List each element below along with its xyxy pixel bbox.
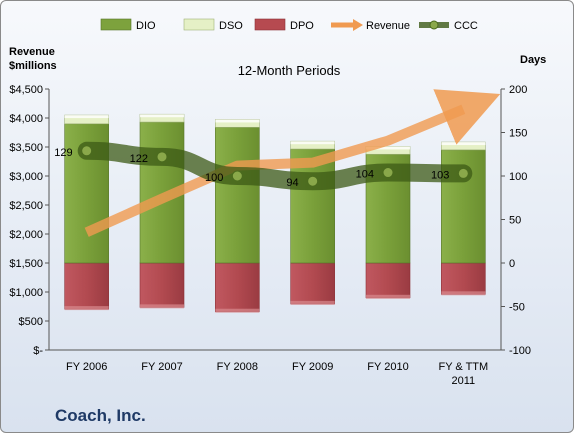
dpo-bar: [64, 262, 109, 310]
left-tick-label: $2,500: [9, 200, 43, 212]
right-tick-label: 100: [509, 171, 527, 183]
right-tick-label: 0: [509, 258, 515, 270]
ccc-point: [382, 167, 394, 179]
ccc-point: [307, 175, 319, 187]
x-tick-label: FY 2007: [141, 361, 182, 373]
ccc-data-label: 94: [286, 177, 298, 189]
dso-bar-top: [140, 114, 184, 118]
dso-bar-top: [215, 119, 260, 123]
ccc-data-label: 103: [431, 169, 449, 181]
ccc-data-label: 100: [205, 172, 223, 184]
dpo-bar: [290, 262, 335, 305]
right-tick-label: 200: [509, 84, 527, 96]
legend-swatch-ccc-dot: [429, 20, 439, 30]
dpo-bar: [215, 262, 260, 313]
left-tick-label: $1,000: [9, 287, 43, 299]
legend-swatch-dpo: [254, 18, 286, 31]
dpo-bar-edge: [290, 300, 335, 305]
right-tick-label: -50: [509, 302, 525, 314]
dio-bar: [215, 126, 260, 264]
left-tick-label: $3,500: [9, 142, 43, 154]
x-tick-label: FY 2010: [367, 361, 408, 373]
left-axis-title: $millions: [9, 60, 57, 72]
ccc-data-label: 104: [356, 169, 374, 181]
legend-swatch-dso: [183, 18, 215, 31]
x-tick-label: FY 2006: [66, 361, 107, 373]
legend-label-revenue: Revenue: [366, 20, 410, 32]
dpo-bar-edge: [215, 308, 260, 313]
dso-bar-top: [290, 141, 335, 145]
dpo-bar: [365, 262, 411, 299]
dpo-bar: [441, 262, 486, 295]
plot-area: $- $500 $1,000 $1,500 $2,000 $2,500 $3,000 $3,5…: [9, 18, 546, 387]
dso-bar-top: [64, 115, 109, 119]
dso-bar-top: [441, 142, 486, 146]
dpo-bar: [139, 262, 185, 308]
revenue-line: [84, 89, 501, 237]
legend-swatch-revenue-head: [353, 19, 363, 31]
x-tick-label: FY & TTM: [438, 361, 488, 373]
left-tick-label: $-: [33, 345, 43, 357]
dpo-bar-edge: [140, 304, 184, 309]
right-tick-label: 50: [509, 215, 521, 227]
chart-title: 12-Month Periods: [238, 63, 341, 78]
left-tick-label: $2,000: [9, 229, 43, 241]
left-tick-label: $500: [19, 316, 43, 328]
left-tick-label: $4,500: [9, 84, 43, 96]
left-tick-label: $4,000: [9, 113, 43, 125]
ccc-data-label: 129: [54, 147, 72, 159]
ccc-data-label: 122: [130, 153, 148, 165]
ccc-point: [457, 167, 469, 179]
legend-swatch-dio: [100, 18, 132, 31]
dpo-bar-edge: [64, 306, 109, 311]
legend-label-dio: DIO: [136, 20, 156, 32]
dpo-bar-edge: [366, 294, 410, 299]
left-tick-label: $1,500: [9, 258, 43, 270]
dso-bar-top: [366, 146, 410, 150]
right-tick-label: -100: [509, 345, 531, 357]
left-tick-label: $3,000: [9, 171, 43, 183]
x-tick-label: FY 2008: [217, 361, 258, 373]
right-axis-title: Days: [520, 54, 546, 66]
ccc-point: [231, 170, 243, 182]
right-tick-label: 150: [509, 128, 527, 140]
company-name: Coach, Inc.: [55, 406, 146, 425]
legend-label-dpo: DPO: [290, 20, 314, 32]
dpo-bar-edge: [441, 291, 486, 296]
ccc-point: [156, 151, 168, 163]
left-axis-title: Revenue: [9, 46, 55, 58]
x-tick-label: FY 2009: [292, 361, 333, 373]
legend-label-dso: DSO: [219, 20, 243, 32]
x-tick-label: 2011: [452, 375, 476, 387]
ccc-point: [81, 145, 93, 157]
legend-label-ccc: CCC: [454, 20, 478, 32]
